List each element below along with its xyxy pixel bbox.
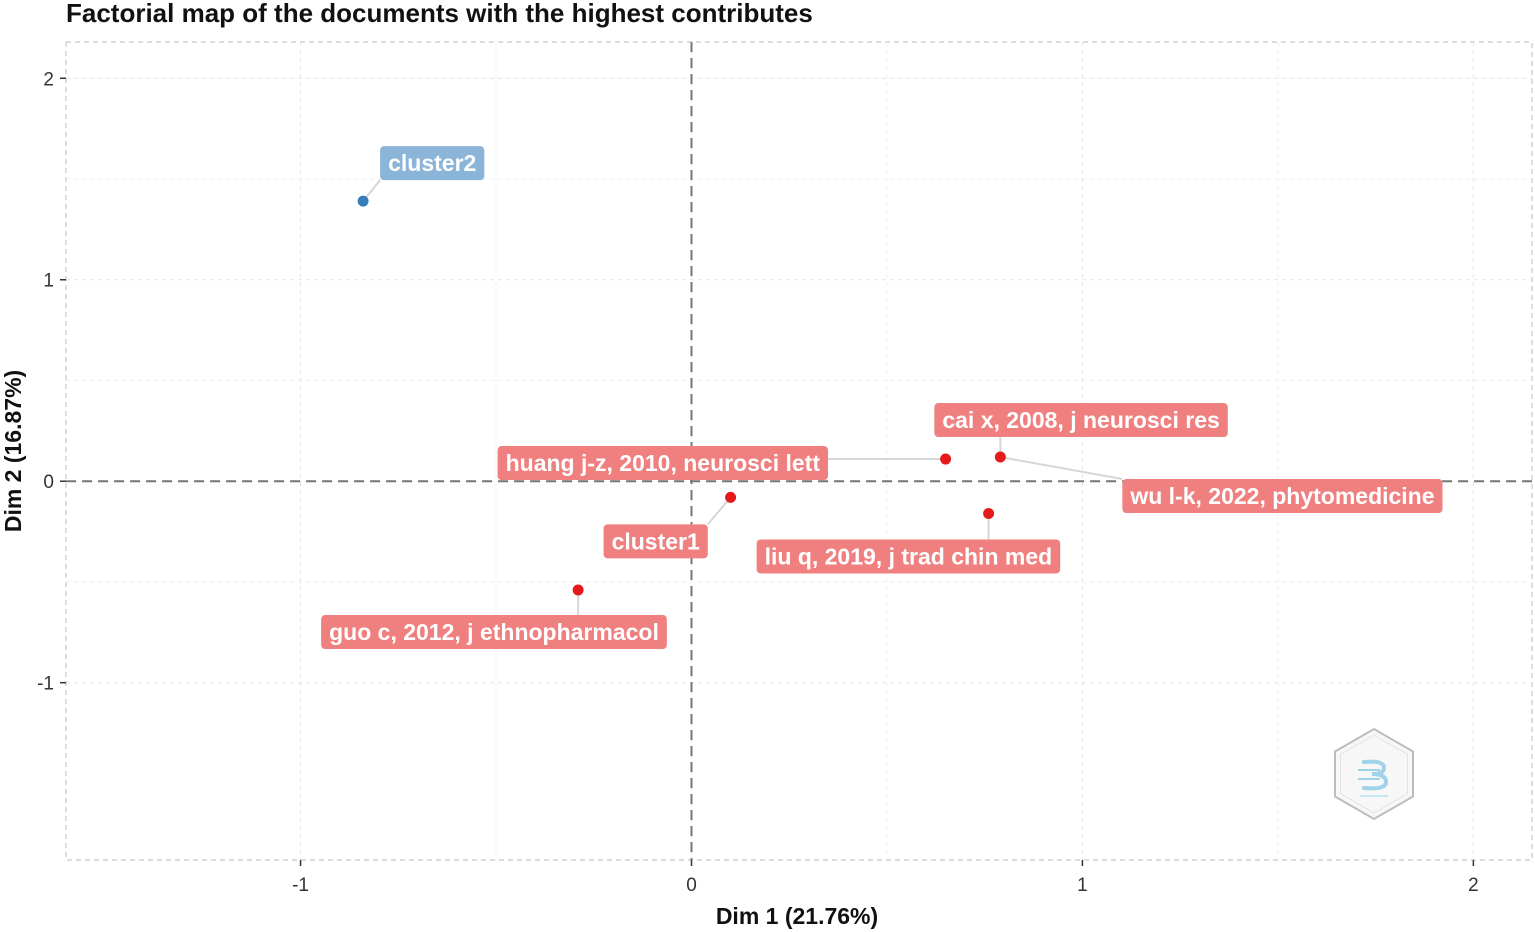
- point-labels: cluster2 cluster1 huang j-z, 2010, neurosc…: [321, 146, 1443, 650]
- document-point: [572, 584, 584, 596]
- point-label-box: [497, 446, 829, 481]
- document-point: [725, 491, 737, 503]
- point-label-text: cluster2: [388, 150, 476, 176]
- label-leader-line: [1000, 456, 1123, 481]
- y-axis-title: Dim 2 (16.87%): [0, 370, 26, 532]
- document-point: [940, 453, 952, 465]
- point-label-box: [1122, 479, 1443, 514]
- point-label-box: [603, 524, 708, 559]
- point-label-text: guo c, 2012, j ethnopharmacol: [329, 619, 659, 645]
- point-label-box: [321, 615, 667, 650]
- y-tick-label: 1: [43, 271, 54, 292]
- bibliometrix-hexagon-logo: [1334, 727, 1414, 821]
- x-tick-label: 1: [1077, 875, 1088, 896]
- x-tick-label: 0: [686, 875, 697, 896]
- y-tick-label: -1: [37, 674, 54, 695]
- y-tick-label: 2: [43, 69, 54, 90]
- x-axis-title: Dim 1 (21.76%): [716, 903, 878, 929]
- x-tick-label: -1: [292, 875, 309, 896]
- document-point: [994, 451, 1006, 463]
- y-tick-label: 0: [43, 472, 54, 493]
- document-point: [983, 507, 995, 519]
- x-tick-label: 2: [1468, 875, 1479, 896]
- data-points: [357, 195, 1006, 596]
- point-label-text: cluster1: [612, 528, 700, 554]
- chart-title: Factorial map of the documents with the …: [66, 0, 813, 28]
- point-label-box: [756, 539, 1061, 574]
- point-label-text: liu q, 2019, j trad chin med: [765, 543, 1053, 569]
- cluster2-point: [357, 195, 369, 207]
- point-label-text: cai x, 2008, j neurosci res: [942, 407, 1219, 433]
- point-label-text: huang j-z, 2010, neurosci lett: [506, 450, 821, 476]
- point-label-box: [380, 146, 485, 181]
- label-leader-line: [707, 496, 732, 525]
- point-label-box: [934, 403, 1228, 438]
- point-label-text: wu l-k, 2022, phytomedicine: [1129, 483, 1434, 509]
- axis-ticks: -1 0 1 2 -1 0 1 2: [37, 69, 1479, 896]
